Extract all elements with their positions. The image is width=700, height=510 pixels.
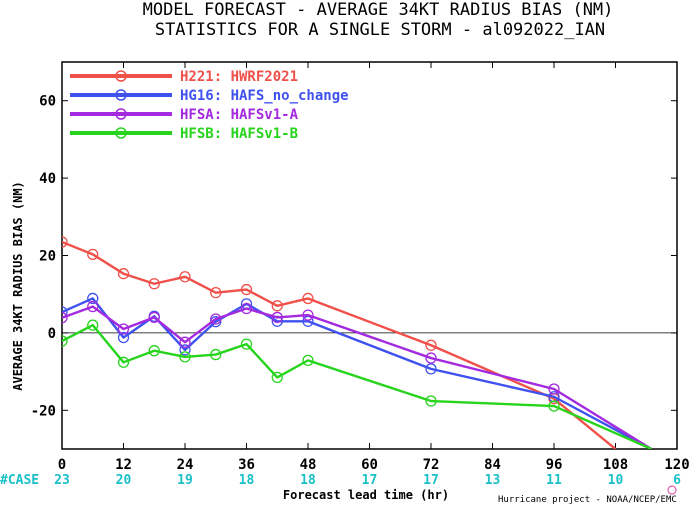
data-point-h221	[271, 300, 283, 312]
data-point-h221	[210, 287, 222, 299]
series-line-h221	[62, 240, 617, 449]
data-point-hfsa	[117, 323, 130, 335]
x-axis-label: Forecast lead time (hr)	[283, 488, 449, 502]
data-point-hfsb	[62, 335, 68, 347]
y-tick-label: 20	[39, 249, 56, 265]
data-point-hfsa	[425, 352, 437, 364]
data-point-h221	[148, 278, 160, 290]
data-point-h221	[117, 268, 130, 280]
case-count: 17	[362, 473, 378, 488]
case-layer: 23 20 19 18 18 17 17 13 11 10 6	[54, 473, 681, 488]
x-tick-label: 72	[423, 457, 440, 473]
data-point-hfsb	[117, 356, 130, 368]
legend-label-hfsa: HFSA: HAFSv1-A	[180, 107, 299, 123]
data-point-h221	[87, 248, 99, 260]
x-tick-label: 24	[177, 457, 194, 473]
data-point-hg16	[117, 331, 130, 344]
x-tick-label: 36	[238, 457, 255, 473]
series-group	[62, 236, 653, 449]
x-tick-label: 120	[664, 457, 689, 473]
y-tick-label: 60	[39, 94, 56, 110]
y-axis-label: AVERAGE 34KT RADIUS BIAS (NM)	[11, 181, 25, 391]
case-count: 19	[177, 473, 193, 488]
data-point-hfsb	[302, 354, 314, 367]
x-tick-label: 96	[546, 457, 563, 473]
legend-marker-hg16	[115, 89, 127, 101]
data-point-hfsa	[210, 313, 222, 325]
data-point-h221	[179, 271, 191, 283]
case-count: 13	[485, 473, 501, 488]
x-tick-label: 12	[115, 457, 132, 473]
data-point-hfsa	[62, 312, 68, 324]
x-tick-label: 60	[361, 457, 378, 473]
credit-logo-icon	[667, 485, 677, 495]
data-point-h221	[425, 339, 437, 351]
x-tick-label: 0	[58, 457, 66, 473]
case-count: 17	[423, 473, 439, 488]
case-count: 11	[546, 473, 562, 488]
data-point-hfsb	[148, 345, 160, 357]
data-point-hfsb	[548, 400, 560, 412]
legend-marker-hfsa	[115, 108, 127, 120]
case-count: 6	[673, 473, 681, 488]
data-point-h221	[302, 292, 314, 305]
series-layer	[62, 236, 653, 449]
data-point-hfsb	[425, 395, 437, 407]
legend-layer: H221: HWRF2021 HG16: HAFS_no_change HFSA: …	[70, 69, 349, 142]
y-tick-label: -20	[31, 403, 56, 419]
legend-label-hg16: HG16: HAFS_no_change	[180, 88, 349, 104]
case-count: 23	[54, 473, 70, 488]
data-point-hg16	[87, 292, 99, 305]
data-point-hfsa	[179, 336, 191, 348]
x-tick-label: 48	[300, 457, 317, 473]
credit-text: Hurricane project - NOAA/NCEP/EMC	[498, 495, 677, 505]
data-point-hg16	[179, 344, 191, 356]
data-point-hfsb	[179, 351, 191, 363]
series-line-hfsa	[62, 305, 653, 449]
legend-label-hfsb: HFSB: HAFSv1-B	[180, 126, 298, 142]
case-count: 18	[239, 473, 255, 488]
chart-title: MODEL FORECAST - AVERAGE 34KT RADIUS BIA…	[143, 0, 614, 20]
data-point-hfsa	[240, 302, 253, 315]
data-point-hfsa	[548, 383, 560, 395]
data-point-hfsb	[271, 371, 283, 384]
data-point-hfsa	[302, 309, 314, 321]
data-point-hfsb	[210, 348, 222, 361]
legend-marker-h221	[115, 70, 127, 82]
data-point-hg16	[425, 363, 437, 375]
data-point-h221	[62, 236, 68, 248]
case-count: 18	[300, 473, 316, 488]
case-count: 20	[116, 473, 132, 488]
case-count: 10	[608, 473, 624, 488]
data-point-hfsb	[87, 319, 99, 331]
data-point-hfsa	[271, 311, 283, 324]
x-tick-label: 84	[484, 457, 501, 473]
legend-marker-hfsb	[115, 127, 127, 139]
data-point-hg16	[62, 306, 68, 318]
legend-label-h221: H221: HWRF2021	[180, 69, 298, 85]
series-line-hfsb	[62, 323, 652, 449]
data-point-h221	[240, 283, 253, 296]
data-point-hfsb	[240, 338, 253, 350]
case-label: #CASE	[0, 473, 39, 488]
y-tick-label: 0	[48, 326, 56, 342]
data-point-hfsa	[87, 300, 99, 313]
data-point-hfsa	[148, 311, 160, 324]
y-tick-label: 40	[39, 171, 56, 187]
x-tick-label: 108	[603, 457, 628, 473]
data-point-hg16	[548, 391, 560, 403]
chart-subtitle: STATISTICS FOR A SINGLE STORM - al092022…	[155, 20, 605, 40]
plot-area	[61, 61, 678, 450]
ticks-layer: 0 12 24 36 48 60 72 84 96 108 120 -20 0 20 40 60	[31, 62, 690, 473]
